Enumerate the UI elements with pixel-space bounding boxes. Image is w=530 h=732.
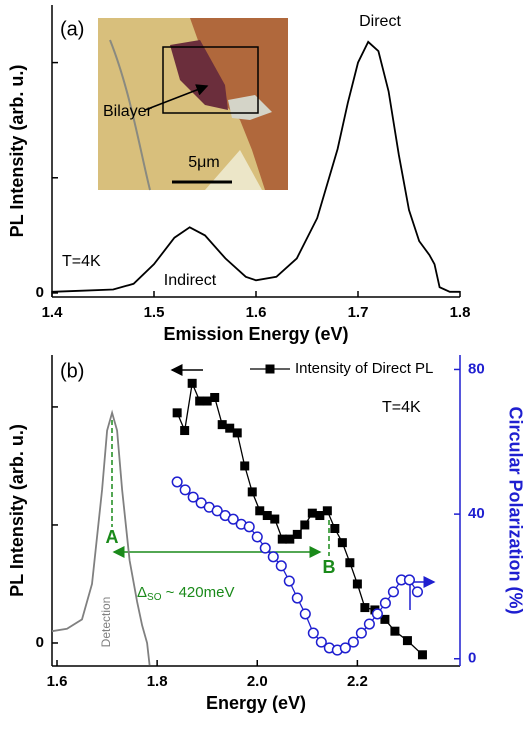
marker [300, 520, 310, 530]
marker [417, 650, 427, 660]
marker [180, 426, 190, 436]
marker [172, 408, 182, 418]
marker [387, 586, 399, 598]
x-tick-label: 1.8 [450, 304, 471, 321]
marker [330, 523, 340, 533]
marker [243, 521, 255, 533]
annotation-part: ~ 420meV [161, 584, 234, 601]
marker [262, 511, 272, 521]
marker [227, 513, 239, 525]
y-axis-label: PL Intensity (arb. u.) [7, 424, 27, 597]
marker [283, 575, 295, 587]
marker [267, 551, 279, 563]
y-axis-label: PL Intensity (arb. u.) [7, 65, 27, 238]
y2-tick-label: 0 [468, 650, 476, 667]
marker [225, 423, 235, 433]
annotation-part: Δ [137, 584, 147, 601]
marker [352, 579, 362, 589]
x-tick-label: 1.7 [348, 304, 369, 321]
marker [402, 636, 412, 646]
y2-tick-label: 40 [468, 505, 485, 522]
annotation: ΔSO ~ 420meV [137, 584, 234, 603]
marker [251, 531, 263, 543]
marker [259, 542, 271, 554]
marker [371, 608, 383, 620]
marker [211, 505, 223, 517]
annotation: Direct [359, 13, 401, 30]
marker [307, 508, 317, 518]
inset-label: Bilayer [103, 103, 153, 120]
inset-image: Bilayer 5μm [98, 18, 288, 191]
marker [187, 491, 199, 503]
marker [339, 642, 351, 654]
x-tick-label: 1.8 [147, 673, 168, 690]
inset-scale: 5μm [188, 154, 219, 171]
annotation: T=4K [382, 399, 421, 416]
marker [299, 608, 311, 620]
annotation: Indirect [164, 272, 217, 289]
legend-marker [265, 364, 275, 374]
y-tick-label: 0 [36, 634, 44, 651]
x-tick-label: 1.6 [47, 673, 68, 690]
annotation: T=4K [62, 253, 101, 270]
x-axis-label: Emission Energy (eV) [163, 324, 348, 344]
marker [411, 586, 423, 598]
marker [337, 538, 347, 548]
marker [315, 511, 325, 521]
marker [403, 574, 415, 586]
x-axis-label: Energy (eV) [206, 693, 306, 713]
marker [277, 534, 287, 544]
marker [202, 396, 212, 406]
y-tick-label: 0 [36, 284, 44, 301]
panel-label: (a) [60, 18, 84, 40]
data-line [51, 40, 460, 293]
marker [322, 506, 332, 516]
panel-label: (b) [60, 360, 84, 382]
marker [390, 626, 400, 636]
marker [232, 428, 242, 438]
marker [360, 603, 370, 613]
x-tick-label: 1.4 [42, 304, 64, 321]
marker [345, 558, 355, 568]
y2-tick-label: 80 [468, 360, 485, 377]
marker [315, 636, 327, 648]
y2-axis-label: Circular Polarization (%) [505, 406, 525, 614]
marker [187, 378, 197, 388]
annotation: B [323, 557, 336, 577]
marker [270, 514, 280, 524]
marker [363, 618, 375, 630]
marker [195, 396, 205, 406]
marker [347, 636, 359, 648]
x-tick-label: 2.2 [347, 673, 368, 690]
marker [379, 597, 391, 609]
marker [355, 627, 367, 639]
marker [285, 534, 295, 544]
marker [275, 560, 287, 572]
marker [210, 392, 220, 402]
marker [247, 487, 257, 497]
marker [291, 592, 303, 604]
annotation-part: SO [147, 592, 162, 603]
marker [179, 484, 191, 496]
marker [380, 614, 390, 624]
x-tick-label: 1.6 [246, 304, 267, 321]
marker [292, 529, 302, 539]
marker [171, 476, 183, 488]
x-tick-label: 2.0 [247, 673, 268, 690]
legend-label: Intensity of Direct PL [295, 360, 433, 377]
marker [307, 627, 319, 639]
annotation: A [106, 527, 119, 547]
marker [217, 420, 227, 430]
marker [240, 461, 250, 471]
data-line [51, 409, 151, 666]
marker [255, 506, 265, 516]
x-tick-label: 1.5 [144, 304, 165, 321]
annotation: Detection [99, 597, 113, 648]
